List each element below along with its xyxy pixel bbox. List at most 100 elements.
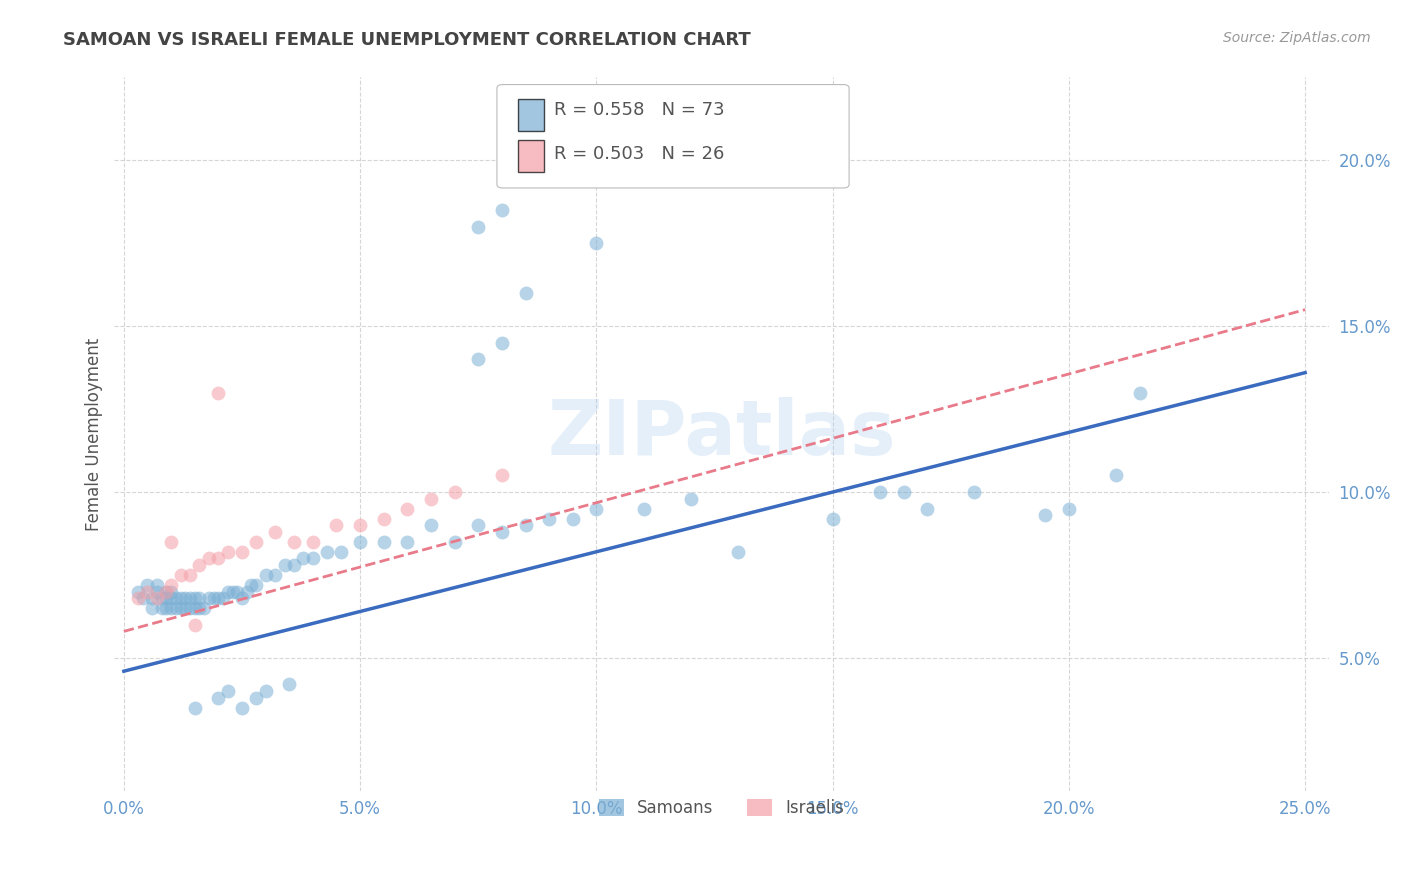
Point: [155, 584, 177, 599]
Point: [245, 534, 267, 549]
FancyBboxPatch shape: [496, 85, 849, 188]
Point: [179, 591, 201, 606]
Point: [349, 518, 371, 533]
Point: [467, 219, 489, 234]
Point: [146, 578, 169, 592]
Point: [302, 551, 325, 566]
Point: [963, 485, 986, 500]
Point: [491, 524, 513, 539]
Point: [491, 468, 513, 483]
Point: [150, 591, 173, 606]
Point: [184, 700, 207, 714]
Point: [1105, 468, 1128, 483]
Point: [160, 601, 183, 615]
Point: [467, 518, 489, 533]
Point: [330, 545, 353, 559]
Point: [245, 578, 267, 592]
Point: [264, 568, 287, 582]
Point: [585, 501, 607, 516]
Y-axis label: Female Unemployment: Female Unemployment: [86, 337, 103, 531]
Point: [160, 584, 183, 599]
Point: [727, 545, 749, 559]
Point: [136, 578, 159, 592]
Point: [207, 591, 229, 606]
Text: R = 0.503   N = 26: R = 0.503 N = 26: [554, 145, 724, 162]
Point: [198, 551, 221, 566]
Point: [141, 601, 163, 615]
Point: [491, 203, 513, 218]
Point: [169, 601, 191, 615]
Point: [821, 511, 844, 525]
Point: [373, 534, 395, 549]
Point: [217, 545, 239, 559]
Point: [184, 617, 207, 632]
FancyBboxPatch shape: [517, 140, 544, 172]
Point: [273, 558, 295, 572]
Point: [467, 352, 489, 367]
Point: [127, 591, 149, 606]
FancyBboxPatch shape: [517, 99, 544, 131]
Point: [240, 578, 263, 592]
Point: [561, 511, 583, 525]
Point: [169, 591, 191, 606]
Point: [869, 485, 891, 500]
Point: [165, 601, 187, 615]
Point: [231, 700, 253, 714]
Point: [165, 591, 187, 606]
Point: [254, 684, 277, 698]
Point: [127, 584, 149, 599]
Point: [231, 591, 253, 606]
Point: [160, 591, 183, 606]
Point: [420, 518, 443, 533]
Point: [292, 551, 315, 566]
Legend: Samoans, Israelis: Samoans, Israelis: [591, 790, 852, 825]
Point: [915, 501, 938, 516]
Point: [221, 584, 243, 599]
Point: [226, 584, 249, 599]
Point: [316, 545, 339, 559]
Point: [193, 601, 215, 615]
Point: [283, 534, 305, 549]
Point: [396, 501, 419, 516]
Point: [1057, 501, 1080, 516]
Point: [349, 534, 371, 549]
Point: [179, 601, 201, 615]
Point: [217, 584, 239, 599]
Point: [155, 601, 177, 615]
Point: [217, 684, 239, 698]
Point: [179, 568, 201, 582]
Point: [264, 524, 287, 539]
Point: [174, 591, 197, 606]
Point: [188, 591, 211, 606]
Point: [283, 558, 305, 572]
Point: [1033, 508, 1056, 523]
Point: [155, 591, 177, 606]
Text: R = 0.558   N = 73: R = 0.558 N = 73: [554, 101, 724, 119]
Text: Source: ZipAtlas.com: Source: ZipAtlas.com: [1223, 31, 1371, 45]
Point: [146, 591, 169, 606]
Point: [160, 534, 183, 549]
Point: [373, 511, 395, 525]
Point: [443, 485, 465, 500]
Point: [207, 690, 229, 705]
Point: [202, 591, 225, 606]
Point: [515, 286, 537, 301]
Point: [231, 545, 253, 559]
Point: [146, 584, 169, 599]
Point: [235, 584, 257, 599]
Point: [174, 601, 197, 615]
Point: [198, 591, 221, 606]
Point: [893, 485, 915, 500]
Point: [184, 601, 207, 615]
Point: [278, 677, 301, 691]
Text: SAMOAN VS ISRAELI FEMALE UNEMPLOYMENT CORRELATION CHART: SAMOAN VS ISRAELI FEMALE UNEMPLOYMENT CO…: [63, 31, 751, 49]
Point: [188, 558, 211, 572]
Point: [132, 591, 155, 606]
Point: [155, 584, 177, 599]
Point: [420, 491, 443, 506]
Point: [169, 568, 191, 582]
Point: [325, 518, 347, 533]
Point: [538, 511, 561, 525]
Point: [150, 601, 173, 615]
Point: [633, 501, 655, 516]
